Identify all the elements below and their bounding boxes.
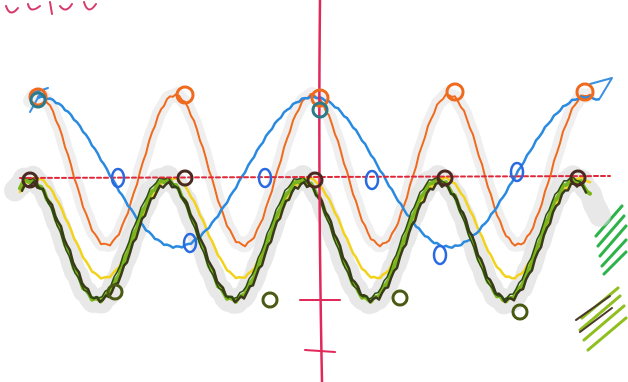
- lime-hatching: [580, 288, 626, 350]
- page: {} (() => { JSON.parse(document.getEleme…: [0, 0, 628, 382]
- trough-point: [393, 291, 407, 305]
- sketch: [0, 0, 628, 382]
- handwriting: [6, 2, 96, 14]
- blue-point: [434, 246, 446, 264]
- curves: [15, 94, 600, 304]
- blue-point: [366, 171, 378, 189]
- trough-point: [263, 293, 277, 307]
- dark-hatching: [576, 296, 612, 332]
